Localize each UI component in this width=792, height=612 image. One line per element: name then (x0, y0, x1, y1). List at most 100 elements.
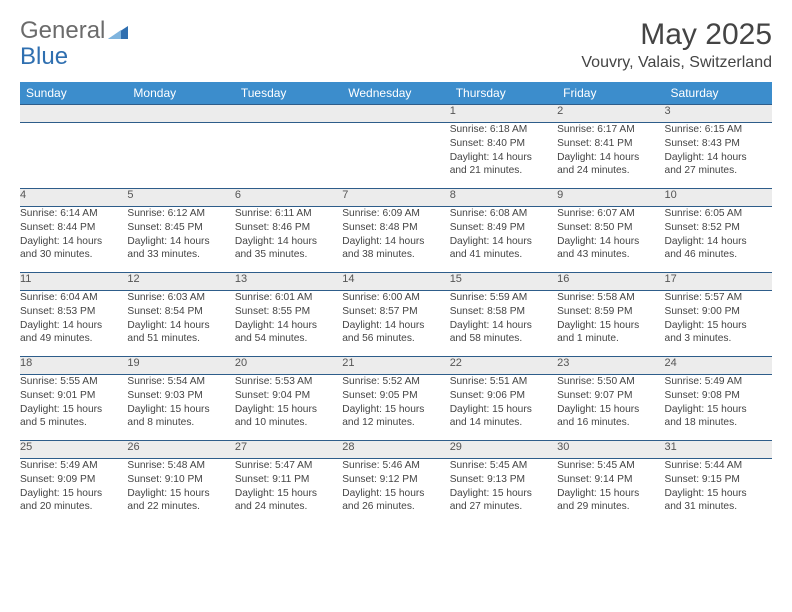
day-info: Sunrise: 5:48 AMSunset: 9:10 PMDaylight:… (127, 459, 234, 525)
day-info-line: Daylight: 14 hours (342, 235, 449, 249)
day-number (235, 105, 342, 123)
day-info-line: Daylight: 15 hours (342, 487, 449, 501)
day-info-line: Sunset: 9:13 PM (450, 473, 557, 487)
day-info: Sunrise: 6:11 AMSunset: 8:46 PMDaylight:… (235, 207, 342, 273)
day-info-line: and 38 minutes. (342, 248, 449, 262)
day-info-line: Daylight: 15 hours (665, 487, 772, 501)
day-info-line: Sunset: 9:03 PM (127, 389, 234, 403)
day-info-line: Daylight: 15 hours (557, 403, 664, 417)
day-info-line: Sunset: 8:44 PM (20, 221, 127, 235)
day-info-line: Sunrise: 5:54 AM (127, 375, 234, 389)
day-info: Sunrise: 5:59 AMSunset: 8:58 PMDaylight:… (450, 291, 557, 357)
day-info-line: and 41 minutes. (450, 248, 557, 262)
day-info-line: Daylight: 14 hours (665, 151, 772, 165)
day-info: Sunrise: 6:18 AMSunset: 8:40 PMDaylight:… (450, 123, 557, 189)
day-info (235, 123, 342, 189)
day-info-line: and 12 minutes. (342, 416, 449, 430)
day-header: Sunday (20, 82, 127, 105)
day-info-line: Sunset: 8:55 PM (235, 305, 342, 319)
day-info-line: Sunset: 8:53 PM (20, 305, 127, 319)
day-info: Sunrise: 5:44 AMSunset: 9:15 PMDaylight:… (665, 459, 772, 525)
day-info-line: Sunset: 8:48 PM (342, 221, 449, 235)
logo: GeneralBlue (20, 18, 128, 69)
day-number: 5 (127, 189, 234, 207)
logo-word-2: Blue (20, 43, 68, 70)
day-info-line: and 26 minutes. (342, 500, 449, 514)
day-info-line: Sunset: 9:06 PM (450, 389, 557, 403)
day-info (20, 123, 127, 189)
day-number (342, 105, 449, 123)
day-info-line: Sunrise: 5:52 AM (342, 375, 449, 389)
day-number: 25 (20, 441, 127, 459)
day-info-line: Sunrise: 5:45 AM (557, 459, 664, 473)
day-info-line: Sunset: 9:01 PM (20, 389, 127, 403)
day-info-line: Sunrise: 5:57 AM (665, 291, 772, 305)
day-number: 19 (127, 357, 234, 375)
day-info: Sunrise: 6:09 AMSunset: 8:48 PMDaylight:… (342, 207, 449, 273)
day-info-line: and 30 minutes. (20, 248, 127, 262)
month-title: May 2025 (581, 18, 772, 52)
day-info-line: and 58 minutes. (450, 332, 557, 346)
day-number: 26 (127, 441, 234, 459)
day-info-line: and 24 minutes. (557, 164, 664, 178)
day-info-line: Sunrise: 6:07 AM (557, 207, 664, 221)
day-header: Thursday (450, 82, 557, 105)
day-info-line: and 29 minutes. (557, 500, 664, 514)
day-header: Tuesday (235, 82, 342, 105)
day-info-row: Sunrise: 6:18 AMSunset: 8:40 PMDaylight:… (20, 123, 772, 189)
day-info-line: Daylight: 14 hours (235, 319, 342, 333)
day-number: 29 (450, 441, 557, 459)
day-info-line: and 22 minutes. (127, 500, 234, 514)
day-number: 17 (665, 273, 772, 291)
day-number: 13 (235, 273, 342, 291)
day-info-line: Sunrise: 5:47 AM (235, 459, 342, 473)
day-info: Sunrise: 5:58 AMSunset: 8:59 PMDaylight:… (557, 291, 664, 357)
day-info-line: Sunset: 9:11 PM (235, 473, 342, 487)
day-info-line: Daylight: 15 hours (665, 403, 772, 417)
title-block: May 2025 Vouvry, Valais, Switzerland (581, 18, 772, 72)
day-info: Sunrise: 5:45 AMSunset: 9:14 PMDaylight:… (557, 459, 664, 525)
day-number: 2 (557, 105, 664, 123)
day-info-line: Sunset: 8:57 PM (342, 305, 449, 319)
day-info-line: Sunrise: 6:04 AM (20, 291, 127, 305)
day-info-line: and 33 minutes. (127, 248, 234, 262)
day-info-line: Sunset: 8:43 PM (665, 137, 772, 151)
day-info: Sunrise: 5:47 AMSunset: 9:11 PMDaylight:… (235, 459, 342, 525)
day-info-line: Sunset: 9:15 PM (665, 473, 772, 487)
logo-triangle-icon (108, 19, 128, 44)
day-number-row: 25262728293031 (20, 441, 772, 459)
day-header: Wednesday (342, 82, 449, 105)
day-info-line: Sunrise: 6:03 AM (127, 291, 234, 305)
day-header-row: SundayMondayTuesdayWednesdayThursdayFrid… (20, 82, 772, 105)
day-info-line: Sunset: 9:05 PM (342, 389, 449, 403)
day-info-line: and 51 minutes. (127, 332, 234, 346)
day-number-row: 45678910 (20, 189, 772, 207)
day-info-line: Sunrise: 5:46 AM (342, 459, 449, 473)
day-info-row: Sunrise: 6:04 AMSunset: 8:53 PM Daylight:… (20, 291, 772, 357)
day-number: 23 (557, 357, 664, 375)
day-info-line: Sunrise: 6:09 AM (342, 207, 449, 221)
day-info: Sunrise: 6:15 AMSunset: 8:43 PMDaylight:… (665, 123, 772, 189)
day-info-line: Sunset: 8:50 PM (557, 221, 664, 235)
day-info-line: and 49 minutes. (20, 332, 127, 346)
day-info-line: and 54 minutes. (235, 332, 342, 346)
day-info-line: Sunrise: 5:51 AM (450, 375, 557, 389)
day-info-line: Daylight: 15 hours (450, 403, 557, 417)
day-number: 31 (665, 441, 772, 459)
day-info-line: Sunrise: 5:44 AM (665, 459, 772, 473)
day-info-row: Sunrise: 6:14 AMSunset: 8:44 PMDaylight:… (20, 207, 772, 273)
day-info: Sunrise: 6:04 AMSunset: 8:53 PMDaylight:… (20, 291, 127, 357)
day-info-line: Sunset: 9:07 PM (557, 389, 664, 403)
day-info-line: Sunset: 9:00 PM (665, 305, 772, 319)
day-number: 22 (450, 357, 557, 375)
day-info-line: Sunrise: 6:08 AM (450, 207, 557, 221)
day-number: 8 (450, 189, 557, 207)
day-number: 11 (20, 273, 127, 291)
day-info: Sunrise: 6:12 AMSunset: 8:45 PMDaylight:… (127, 207, 234, 273)
day-info-line: Sunrise: 6:18 AM (450, 123, 557, 137)
day-info: Sunrise: 5:53 AMSunset: 9:04 PMDaylight:… (235, 375, 342, 441)
day-info (342, 123, 449, 189)
day-info: Sunrise: 5:52 AMSunset: 9:05 PMDaylight:… (342, 375, 449, 441)
day-info-line: and 27 minutes. (665, 164, 772, 178)
day-info-line: Daylight: 15 hours (127, 403, 234, 417)
